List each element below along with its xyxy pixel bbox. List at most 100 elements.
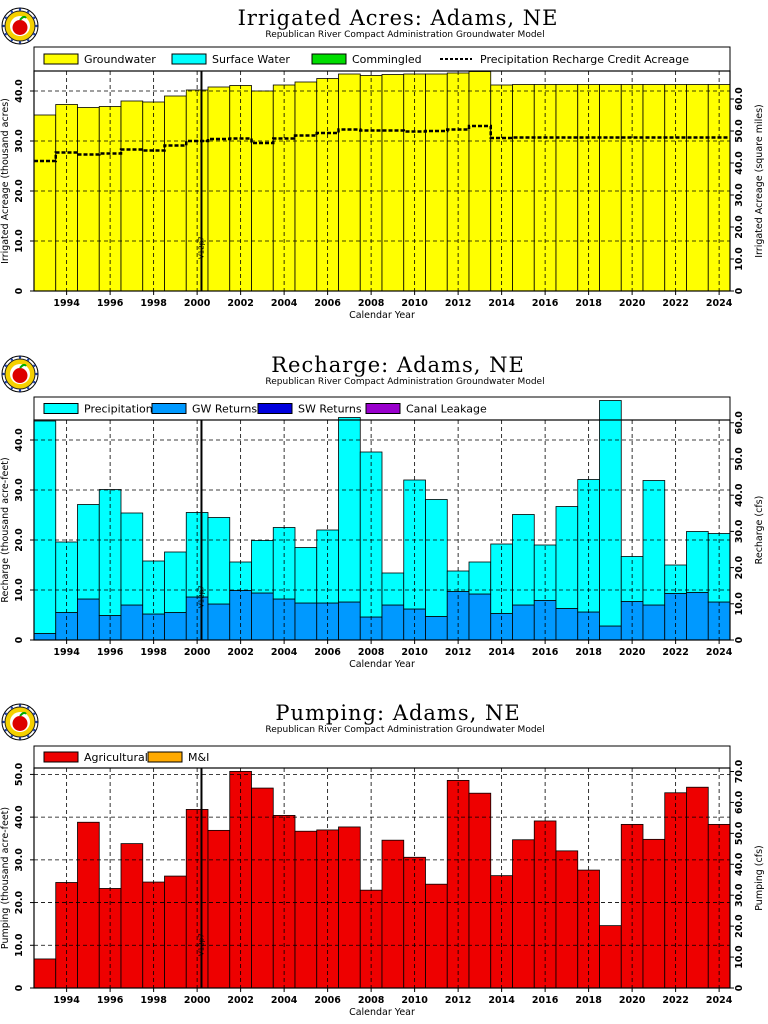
bar-agricultural [512,839,535,989]
apple-leaf [19,363,27,369]
x-tick-label: 2014 [488,298,515,309]
x-tick-label: 2012 [445,298,471,309]
logo-dot [10,706,13,709]
bar-precipitation [338,417,361,603]
x-tick-label: 2016 [532,647,559,658]
y-right-tick-label: 70.0 [734,759,745,783]
logo-dot [18,356,22,359]
y-tick-label: 20.0 [14,528,25,552]
x-tick-label: 2000 [184,647,211,658]
logo-dot [27,735,30,738]
y-axis-title: Irrigated Acreage (thousand acres) [0,98,11,264]
x-axis-title: Calendar Year [349,310,415,321]
legend-label: GW Returns [192,403,257,416]
bar-precipitation [251,540,274,594]
apple-logo-icon [1,703,39,741]
logo-dot [33,364,36,367]
bar-gw-returns [120,604,144,641]
legend-swatch [365,403,401,414]
y-right-tick-label: 40.0 [734,483,745,507]
chart-title: Recharge: Adams, NE [271,353,525,377]
y-right-tick-label: 40.0 [734,151,745,175]
x-tick-label: 2022 [662,647,688,658]
y-right-tick-label: 30.0 [734,519,745,543]
y-right-tick-label: 20.0 [734,555,745,579]
bar-groundwater [338,73,361,292]
y-right-tick-label: 60.0 [734,790,745,814]
logo-dot [27,10,30,13]
bar-agricultural [642,838,666,989]
x-tick-label: 2024 [706,995,733,1006]
logo-dot [18,704,22,707]
legend-swatch [147,751,183,763]
bar-groundwater [425,73,448,292]
apple-leaf [19,15,27,21]
y-right-tick-label: 60.0 [734,411,745,435]
precip-credit-line [34,124,730,163]
logo-dot [2,720,5,724]
x-tick-label: 1996 [97,995,124,1006]
bar-gw-returns [620,601,644,641]
x-tick-label: 2008 [358,647,385,658]
bar-groundwater [294,81,318,292]
bar-agricultural [338,826,361,989]
bar-gw-returns [207,603,231,641]
x-tick-label: 2018 [575,995,602,1006]
bar-agricultural [164,875,187,989]
logo-dot [10,39,13,42]
y-tick-label: 10.0 [14,578,25,602]
y-right-tick-label: 50.0 [734,821,745,845]
x-tick-label: 1998 [140,298,167,309]
bar-gw-returns [294,602,318,641]
chart-subtitle: Republican River Compact Administration … [265,30,544,40]
x-tick-label: 2008 [358,995,385,1006]
legend-swatch [171,53,207,65]
logo-dot [4,729,7,732]
x-tick-label: 2024 [706,298,733,309]
y-tick-label: 0 [14,984,25,991]
bar-gw-returns [251,592,274,641]
legend-label: Agricultural [84,751,148,764]
y-tick-label: 0 [14,636,25,643]
y-tick-label: 30.0 [14,478,25,502]
y-right-tick-label: 30.0 [734,883,745,907]
legend-swatch [311,53,347,65]
bar-agricultural [555,850,579,989]
y-right-tick-label: 10.0 [734,247,745,271]
x-tick-label: 2022 [662,995,688,1006]
bar-groundwater [120,100,144,292]
x-tick-label: 2010 [401,995,428,1006]
marker-label: V12p7 [197,236,205,259]
y-right-tick-label: 10.0 [734,592,745,616]
y-right-tick-label: 50.0 [734,447,745,471]
x-tick-label: 2020 [619,298,646,309]
legend-swatch [43,403,79,414]
legend-swatch [151,403,187,414]
y-tick-label: 30.0 [14,129,25,153]
y-tick-label: 50.0 [14,762,25,786]
bar-agricultural [185,809,209,989]
marker-label: V12p7 [197,585,205,608]
legend-label: SW Returns [298,403,362,416]
x-tick-label: 2012 [445,647,471,658]
logo-dot [10,387,13,390]
plot-frame [33,70,731,292]
logo-dot [33,33,36,36]
logo-dot [27,706,30,709]
legend-label: Precipitation Recharge Credit Acreage [480,53,689,66]
bar-gw-returns [599,625,622,641]
y-right-tick-label: 20.0 [734,215,745,239]
logo-dot [35,24,38,28]
y-tick-label: 10.0 [14,933,25,957]
x-tick-label: 2022 [662,298,688,309]
x-tick-label: 1994 [53,298,80,309]
y-axis-title: Pumping (thousand acre-feet) [0,807,11,949]
logo-dot [33,712,36,715]
apple-body [12,368,28,383]
bar-gw-returns [425,616,448,641]
bar-groundwater [555,84,579,292]
x-tick-label: 1998 [140,995,167,1006]
bar-precipitation [381,572,405,606]
logo-dot [18,389,22,392]
